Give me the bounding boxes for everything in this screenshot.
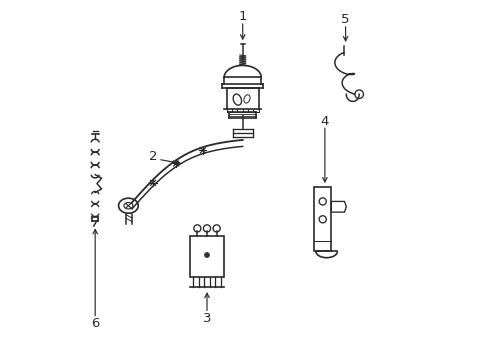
- Text: 1: 1: [238, 10, 246, 23]
- Circle shape: [204, 252, 209, 257]
- Text: 6: 6: [91, 317, 99, 330]
- Text: 5: 5: [341, 13, 349, 26]
- Text: 3: 3: [203, 312, 211, 325]
- Text: 4: 4: [320, 114, 328, 127]
- Text: 2: 2: [149, 150, 157, 163]
